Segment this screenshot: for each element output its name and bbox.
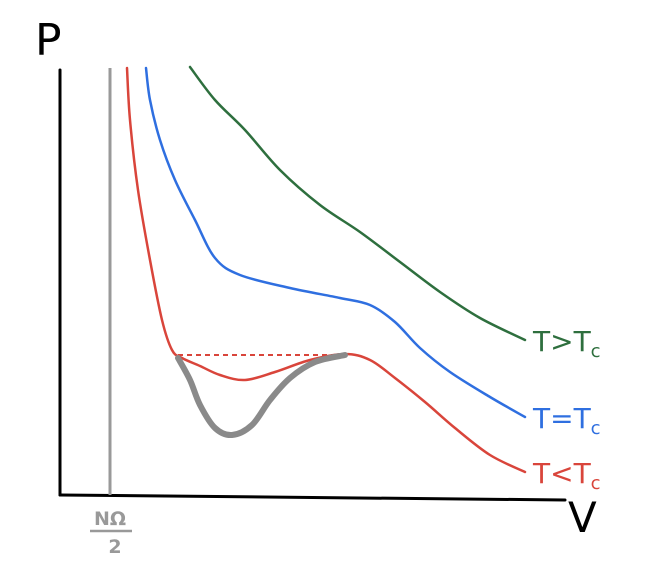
series-layer (125, 65, 527, 474)
series-label-main: T>T (532, 325, 592, 358)
series-label-subscript: c (591, 341, 601, 362)
series-label-main: T<T (532, 457, 592, 490)
isotherm-t-greater-tc (188, 65, 527, 342)
isotherm-t-less-tc (125, 66, 527, 474)
series-label-t-less-tc: T<Tc (532, 457, 601, 494)
isotherm-t-equals-tc (144, 66, 527, 419)
x-tick-label: NΩ 2 (90, 508, 132, 558)
series-label-t-greater-tc: T>Tc (532, 325, 601, 362)
x-tick-numerator: NΩ (94, 508, 126, 530)
x-axis-label: V (568, 493, 597, 542)
series-label-subscript: c (591, 418, 601, 439)
series-label-subscript: c (591, 473, 601, 494)
x-tick-denominator: 2 (108, 536, 121, 558)
y-axis-label: P (35, 15, 62, 66)
series-label-main: T=T (532, 402, 592, 435)
series-label-layer: T>TcT=TcT<Tc (532, 325, 601, 494)
x-axis (58, 493, 567, 502)
unstable-region-curve (175, 352, 348, 439)
series-label-t-equals-tc: T=Tc (532, 402, 601, 439)
